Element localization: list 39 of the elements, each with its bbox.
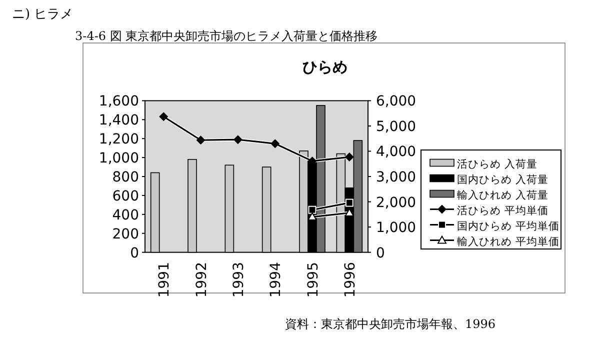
x-tick-label: 1994 xyxy=(268,262,284,298)
legend-label: 国内ひらめ 入荷量 xyxy=(457,172,548,186)
y-tick-label: 0 xyxy=(130,245,139,262)
chart-title: ひらめ xyxy=(302,58,348,76)
legend-label: 活ひらめ 平均単価 xyxy=(457,204,548,217)
text: 3-4-6 図 東京都中央卸売市場のヒラメ入荷量と価格推移 xyxy=(75,29,378,43)
point xyxy=(270,139,280,148)
legend-label: 国内ひらめ 平均単価 xyxy=(457,219,560,232)
y-tick-label: 1,000 xyxy=(98,150,139,167)
point xyxy=(159,112,168,122)
x-tick-label: 1992 xyxy=(194,262,210,298)
y-tick-label: 600 xyxy=(112,188,139,204)
point xyxy=(233,135,242,144)
legend-label: 活ひらめ 入荷量 xyxy=(457,157,538,170)
y2-tick-label: 1,000 xyxy=(376,220,416,236)
legend-label: 輸入ひれめ 入荷量 xyxy=(457,188,548,202)
x-tick-label: 1993 xyxy=(230,262,247,298)
point xyxy=(196,136,206,145)
y2-tick-label: 0 xyxy=(376,245,385,262)
y2-tick-label: 4,000 xyxy=(376,144,416,160)
y-tick-label: 200 xyxy=(112,226,139,242)
y-tick-label: 400 xyxy=(112,207,139,224)
point xyxy=(345,198,354,207)
y2-tick-label: 2,000 xyxy=(376,194,416,211)
x-tick-label: 1996 xyxy=(342,262,358,298)
y-tick-label: 800 xyxy=(112,170,139,186)
y2-tick-label: 3,000 xyxy=(376,170,416,186)
point xyxy=(308,206,316,214)
x-tick-label: 1991 xyxy=(156,262,173,298)
y2-tick-label: 6,000 xyxy=(376,94,416,110)
y-tick-label: 1,200 xyxy=(98,132,139,148)
y-tick-label: 1,600 xyxy=(98,94,139,110)
text: 資料：東京都中央卸売市場年報、1996 xyxy=(285,317,496,331)
legend-label: 輸入ひれめ 平均単価 xyxy=(457,234,560,248)
y-tick-label: 1,400 xyxy=(98,112,139,129)
y2-tick-label: 5,000 xyxy=(376,118,416,135)
point xyxy=(344,152,354,162)
x-tick-label: 1995 xyxy=(305,262,322,298)
text: ニ) ヒラメ xyxy=(12,7,74,22)
